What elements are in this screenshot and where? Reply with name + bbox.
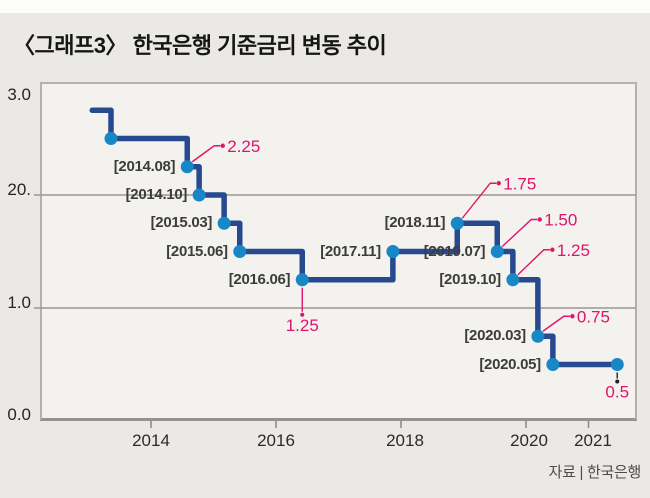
chart-title: 〈그래프3〉 한국은행 기준금리 변동 추이 (13, 33, 387, 58)
y-axis-label-0: 0.0 (7, 405, 31, 424)
data-point-2015.03 (217, 216, 231, 230)
callout-leader (542, 315, 570, 332)
callout-leader (517, 249, 550, 276)
x-axis-label-2014: 2014 (132, 431, 170, 450)
y-axis-label-3: 3.0 (7, 85, 31, 104)
callout-bullet (496, 181, 501, 186)
rate-value-label: 2.25 (227, 137, 260, 156)
callout-leader (461, 182, 497, 219)
date-label: [2014.08] (113, 157, 176, 175)
date-label: [2014.10] (125, 186, 188, 203)
x-axis-label-2016: 2016 (257, 431, 295, 450)
x-axis-label-2018: 2018 (386, 431, 424, 450)
date-label: [2017.11] (320, 242, 381, 260)
date-label: [2015.06] (166, 242, 228, 260)
data-point-2018.11 (450, 216, 464, 230)
rate-value-label: 1.50 (544, 211, 577, 230)
top-margin-strip (0, 0, 650, 13)
data-point-2014.08 (180, 160, 194, 174)
data-point-2020.03 (531, 329, 545, 343)
rate-value-label: 1.75 (503, 174, 536, 193)
data-point-2019.10 (506, 273, 520, 287)
date-label: [2016.06] (228, 270, 291, 288)
data-point-2015.06 (233, 245, 247, 258)
rate-value-label: 1.25 (557, 241, 590, 260)
data-point-2016.06 (295, 273, 309, 287)
callout-bullet (570, 314, 575, 319)
callout-bullet (220, 143, 225, 148)
data-point (610, 358, 624, 371)
x-axis-label-2021: 2021 (574, 431, 612, 450)
callout-leader (501, 218, 538, 248)
rate-value-label: 0.75 (577, 307, 610, 326)
callout-bullet (615, 379, 620, 384)
rate-value-label: 1.25 (286, 316, 319, 335)
data-point-2014.10 (192, 188, 206, 202)
date-label: [2020.03] (464, 327, 526, 345)
source-credit: 자료 | 한국은행 (548, 464, 642, 481)
base-rate-step-line (89, 107, 620, 368)
date-label: [2019.10] (439, 270, 501, 288)
y-axis-label-2: 20. (7, 180, 31, 199)
callout-bullet (550, 247, 555, 252)
data-point (104, 132, 118, 145)
date-label: [2020.05] (479, 355, 541, 373)
callout-bullet (300, 312, 305, 317)
date-label: [2018.11] (384, 214, 446, 232)
data-point-2020.05 (546, 358, 560, 371)
date-label: [2019.07] (423, 242, 486, 260)
rate-value-label: 0.5 (605, 383, 629, 402)
x-axis-label-2020: 2020 (510, 431, 548, 450)
callout-leader (191, 145, 221, 163)
data-point-2017.11 (386, 245, 400, 258)
y-axis-label-1: 1.0 (7, 293, 31, 312)
date-label: [2015.03] (150, 214, 213, 232)
data-point-2019.07 (490, 245, 504, 258)
callout-bullet (537, 217, 542, 222)
